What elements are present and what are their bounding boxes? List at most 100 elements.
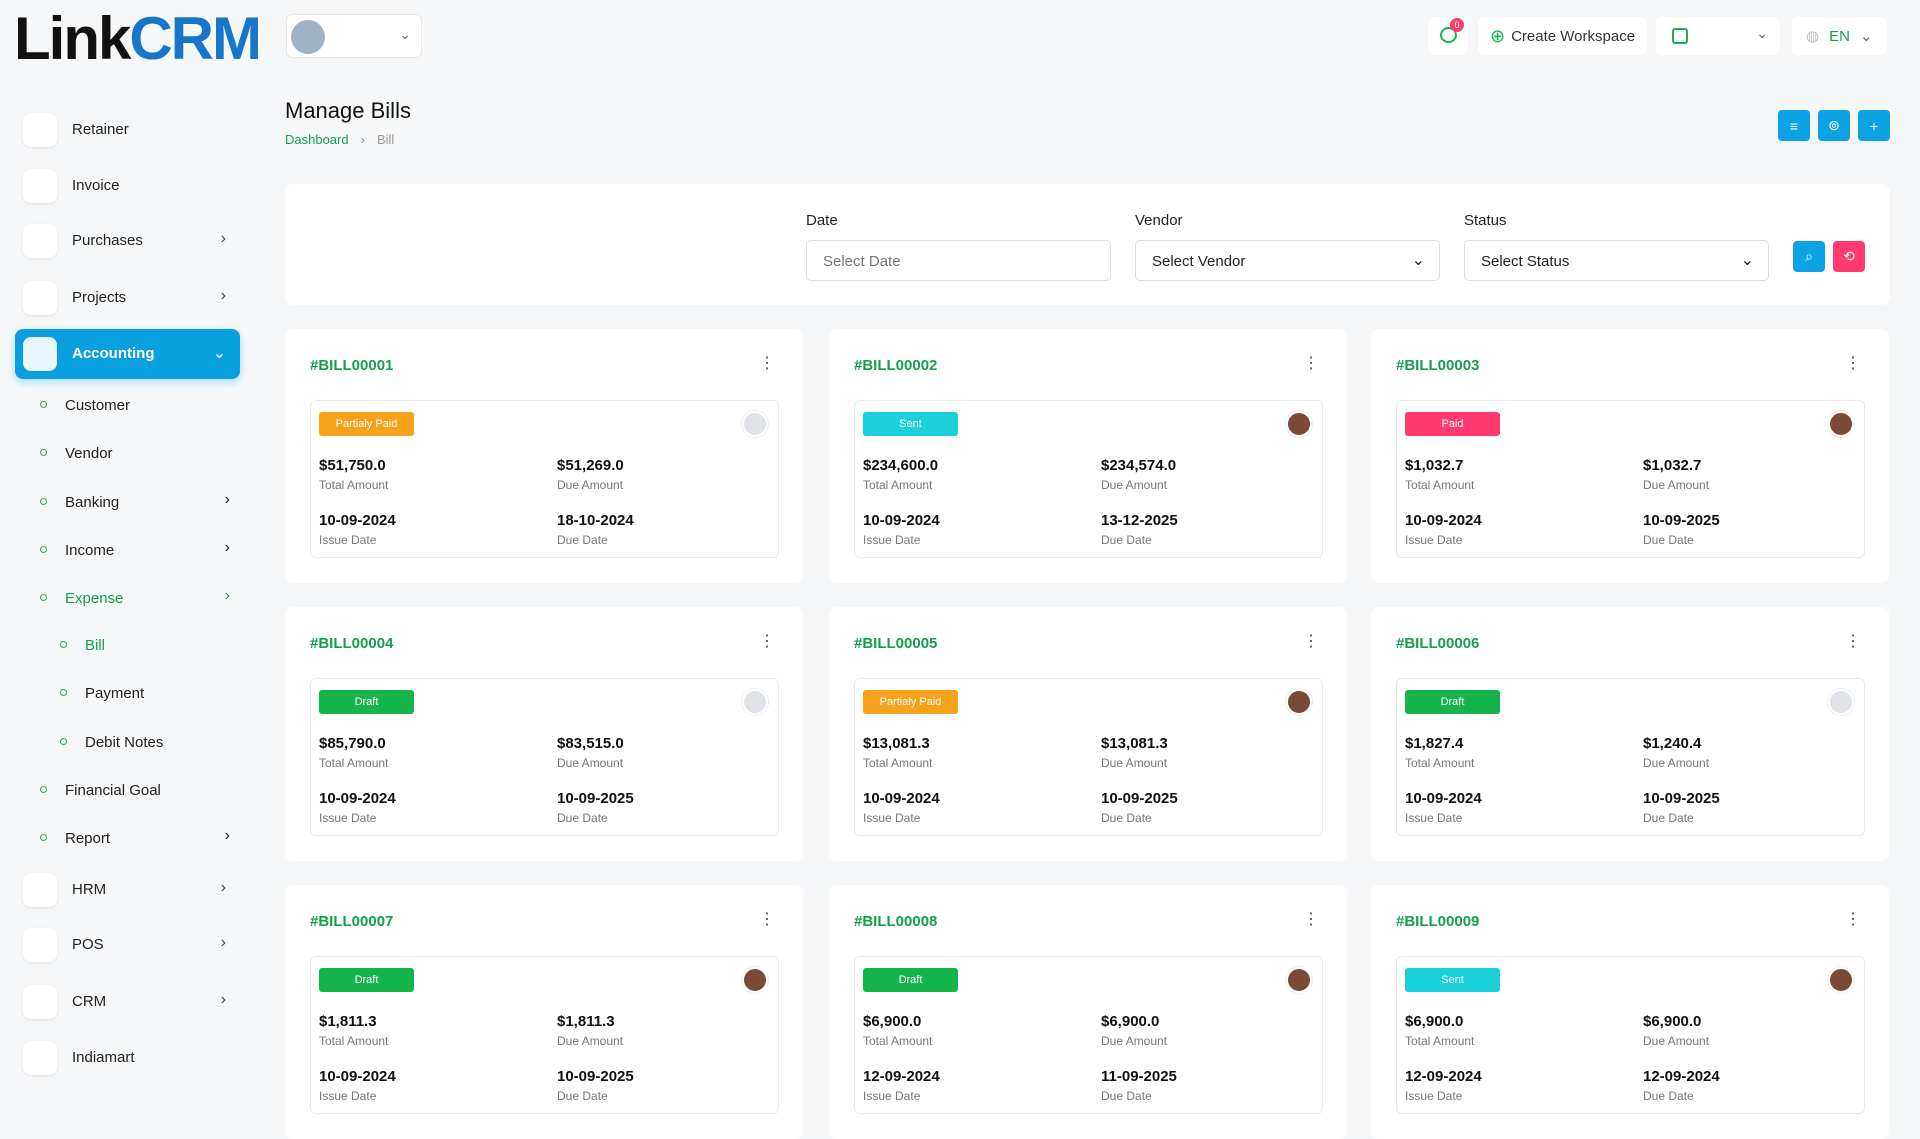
bill-id[interactable]: #BILL00003 <box>1396 357 1480 374</box>
nav-label: CRM <box>72 993 107 1010</box>
bill-id[interactable]: #BILL00005 <box>854 635 938 652</box>
bill-id[interactable]: #BILL00002 <box>854 357 938 374</box>
bill-id[interactable]: #BILL00009 <box>1396 913 1480 930</box>
nav-item[interactable]: Purchases › <box>15 216 240 266</box>
filter-input[interactable]: Select Date <box>806 240 1111 281</box>
avatar <box>1286 689 1312 715</box>
breadcrumb: Dashboard › Bill <box>285 132 394 147</box>
sub-nav-item[interactable]: Bill <box>60 631 230 659</box>
workspace-select[interactable]: ⌄ <box>286 14 422 58</box>
nav-item[interactable]: HRM › <box>15 865 240 915</box>
field-label: Due Date <box>1643 1089 1694 1103</box>
more-button[interactable]: ⋮ <box>759 355 775 372</box>
filter-input[interactable]: Select Status ⌄ <box>1464 240 1769 281</box>
field-label: Due Date <box>1643 533 1694 547</box>
sub-nav-item[interactable]: Debit Notes <box>60 728 230 756</box>
date: 18-10-2024 <box>557 512 634 529</box>
more-button[interactable]: ⋮ <box>1303 633 1319 650</box>
more-button[interactable]: ⋮ <box>759 633 775 650</box>
more-button[interactable]: ⋮ <box>1845 355 1861 372</box>
sub-nav-item[interactable]: Banking › <box>40 488 230 516</box>
app: LinkCRM ⌄ 0 ⊕ Create Workspace ⌄ ◍ EN ⌄ Ret… <box>14 4 1890 1114</box>
logo-text: Link <box>14 5 131 72</box>
status-badge: Draft <box>319 690 414 714</box>
status-badge: Sent <box>863 412 958 436</box>
nav-item[interactable]: Projects › <box>15 273 240 323</box>
bill-card: #BILL00002 ⋮ Sent $234,600.0 Total Amount 10-… <box>829 329 1347 583</box>
nav-icon <box>23 224 57 258</box>
nav-icon <box>23 281 57 315</box>
sub-nav-item[interactable]: Vendor <box>40 439 230 467</box>
sub-nav-item[interactable]: Customer <box>40 391 230 419</box>
language-select[interactable]: ◍ EN ⌄ <box>1792 17 1886 55</box>
more-button[interactable]: ⋮ <box>1845 911 1861 928</box>
date: 10-09-2024 <box>319 512 396 529</box>
list-view-button[interactable]: ≡ <box>1778 110 1810 141</box>
bullet <box>40 834 47 841</box>
sub-nav-item[interactable]: Report › <box>40 824 230 852</box>
nav-arrow: › <box>220 287 226 304</box>
more-button[interactable]: ⋮ <box>759 911 775 928</box>
bill-id[interactable]: #BILL00007 <box>310 913 394 930</box>
nav-item[interactable]: POS › <box>15 920 240 970</box>
more-button[interactable]: ⋮ <box>1303 355 1319 372</box>
date: 10-09-2024 <box>863 512 940 529</box>
field-label: Issue Date <box>1405 1089 1463 1103</box>
bill-card: #BILL00007 ⋮ Draft $1,811.3 Total Amount 10-0… <box>285 885 803 1139</box>
status-badge: Draft <box>319 968 414 992</box>
breadcrumb-link[interactable]: Dashboard <box>285 132 349 147</box>
bill-id[interactable]: #BILL00008 <box>854 913 938 930</box>
sub-nav-item[interactable]: Income › <box>40 536 230 564</box>
nav-label: Payment <box>85 685 145 702</box>
nav-arrow: › <box>220 991 226 1008</box>
logo[interactable]: LinkCRM <box>14 4 262 73</box>
chevron: ⌄ <box>399 26 411 42</box>
bullet <box>60 738 67 745</box>
amount: $1,811.3 <box>319 1013 377 1030</box>
nav-item[interactable]: Accounting ⌄ <box>15 329 240 379</box>
nav-label: Indiamart <box>72 1049 135 1066</box>
settings-button[interactable]: ⊚ <box>1818 110 1850 141</box>
nav-icon <box>23 169 57 203</box>
create-workspace-button[interactable]: ⊕ Create Workspace <box>1478 17 1646 55</box>
field-label: Due Date <box>557 533 608 547</box>
reset-button[interactable]: ⟲ <box>1833 241 1865 272</box>
field-label: Due Date <box>557 811 608 825</box>
apps-select[interactable]: ⌄ <box>1656 17 1780 55</box>
status-badge: Sent <box>1405 968 1500 992</box>
nav-arrow: › <box>224 827 230 844</box>
avatar <box>1286 411 1312 437</box>
bill-grid: #BILL00001 ⋮ Partialy Paid $51,750.0 Total A… <box>310 329 1865 1114</box>
bill-id[interactable]: #BILL00004 <box>310 635 394 652</box>
sub-nav-item[interactable]: Payment <box>60 679 230 707</box>
field-label: Due Amount <box>557 756 624 770</box>
avatar <box>1828 689 1854 715</box>
more-button[interactable]: ⋮ <box>1303 911 1319 928</box>
bill-id[interactable]: #BILL00006 <box>1396 635 1480 652</box>
amount: $1,032.7 <box>1643 457 1702 474</box>
avatar <box>742 967 768 993</box>
sub-nav-item[interactable]: Expense › <box>40 584 230 612</box>
status-badge: Paid <box>1405 412 1500 436</box>
amount: $51,269.0 <box>557 457 624 474</box>
nav-item[interactable]: Invoice <box>15 161 240 211</box>
nav-label: Banking <box>65 494 120 511</box>
add-button[interactable]: + <box>1858 110 1890 141</box>
nav-item[interactable]: CRM › <box>15 977 240 1027</box>
bill-id[interactable]: #BILL00001 <box>310 357 394 374</box>
date: 10-09-2025 <box>1101 790 1178 807</box>
filter-input[interactable]: Select Vendor ⌄ <box>1135 240 1440 281</box>
more-button[interactable]: ⋮ <box>1845 633 1861 650</box>
nav-item[interactable]: Indiamart <box>15 1033 240 1083</box>
field-label: Due Amount <box>1101 756 1168 770</box>
notification-badge: 0 <box>1450 18 1464 32</box>
status-badge: Partialy Paid <box>319 412 414 436</box>
language-label: EN <box>1829 27 1850 45</box>
sub-nav-item[interactable]: Financial Goal <box>40 776 230 804</box>
avatar <box>742 689 768 715</box>
filter-label: Vendor <box>1135 212 1183 229</box>
notification-button[interactable]: 0 <box>1428 17 1468 55</box>
search-button[interactable]: ⌕ <box>1793 241 1825 272</box>
chevron: ⌄ <box>1411 252 1425 269</box>
nav-item[interactable]: Retainer <box>15 105 240 155</box>
